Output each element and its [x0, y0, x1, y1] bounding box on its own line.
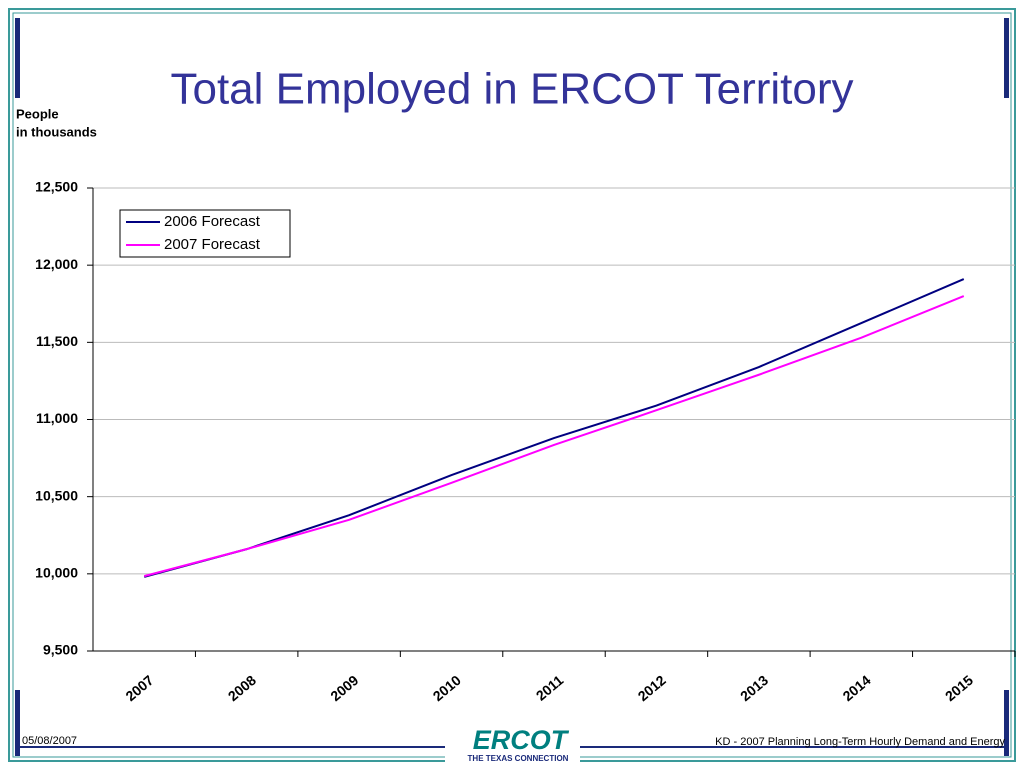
y-tick-label: 9,500	[43, 642, 78, 658]
footer-caption: KD - 2007 Planning Long-Term Hourly Dema…	[715, 736, 1005, 748]
logo-tagline: THE TEXAS CONNECTION	[468, 754, 569, 763]
frame-bar	[1004, 690, 1009, 756]
y-tick-label: 11,500	[36, 333, 78, 349]
y-tick-label: 11,000	[36, 410, 78, 426]
logo-box	[445, 727, 580, 763]
y-tick-label: 10,500	[35, 487, 78, 503]
y-axis-label: People	[16, 106, 59, 121]
y-tick-label: 10,000	[35, 565, 78, 581]
logo: ERCOT	[473, 725, 570, 755]
series-line	[143, 295, 965, 578]
footer-date: 05/08/2007	[22, 735, 77, 747]
chart-title: Total Employed in ERCOT Territory	[170, 65, 853, 114]
y-axis-label: in thousands	[16, 124, 97, 139]
legend-box	[119, 209, 291, 258]
y-tick-label: 12,000	[35, 256, 78, 272]
y-tick-label: 12,500	[35, 179, 78, 195]
series-line	[143, 278, 965, 578]
frame-bar	[15, 18, 20, 98]
legend-label: 2006 Forecast	[164, 213, 261, 230]
frame-bar	[15, 690, 20, 756]
frame-bar	[1004, 18, 1009, 98]
legend-label: 2007 Forecast	[164, 236, 261, 253]
